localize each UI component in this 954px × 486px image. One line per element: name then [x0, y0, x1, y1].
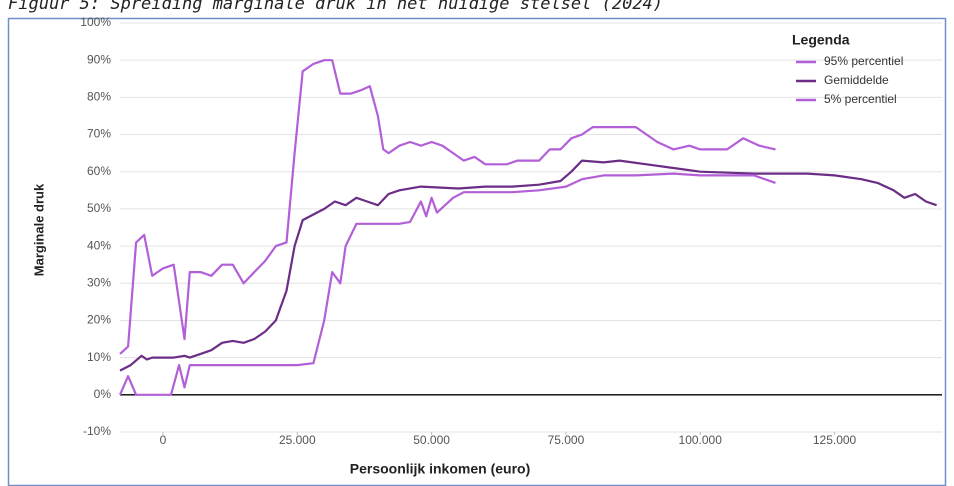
legend-label: Gemiddelde	[824, 73, 889, 87]
y-tick-label: 50%	[87, 201, 111, 215]
x-tick-label: 50.000	[413, 433, 450, 447]
series-line	[118, 172, 776, 396]
legend-label: 95% percentiel	[824, 54, 903, 68]
x-tick-label: 100.000	[679, 433, 723, 447]
x-tick-label: 75.000	[548, 433, 585, 447]
frame	[7, 17, 947, 486]
series-line	[119, 159, 937, 372]
y-tick-label: 0%	[94, 387, 112, 401]
y-tick-label: 70%	[87, 127, 111, 141]
chart-title: Figuur 5: Spreiding marginale druk in he…	[8, 0, 663, 14]
y-tick-label: 10%	[87, 350, 111, 364]
y-tick-label: 30%	[87, 275, 111, 289]
y-tick-label: 100%	[80, 15, 111, 29]
y-axis-title: Marginale druk	[31, 183, 46, 276]
legend: Legenda 95% percentiel Gemiddelde 5% perce…	[792, 32, 903, 106]
x-tick-label: 125.000	[813, 433, 857, 447]
x-axis-title: Persoonlijk inkomen (euro)	[350, 461, 530, 477]
x-tick-label: 25.000	[279, 433, 316, 447]
x-tick-label: 0	[160, 433, 167, 447]
y-tick-label: 60%	[87, 164, 111, 178]
legend-label: 5% percentiel	[824, 92, 897, 106]
y-tick-label: 90%	[87, 52, 111, 66]
y-tick-label: -10%	[83, 424, 111, 438]
y-tick-label: 20%	[87, 313, 111, 327]
y-tick-label: 80%	[87, 90, 111, 104]
y-tick-label: 40%	[87, 238, 111, 252]
series-line	[119, 59, 776, 355]
legend-title: Legenda	[792, 32, 850, 48]
